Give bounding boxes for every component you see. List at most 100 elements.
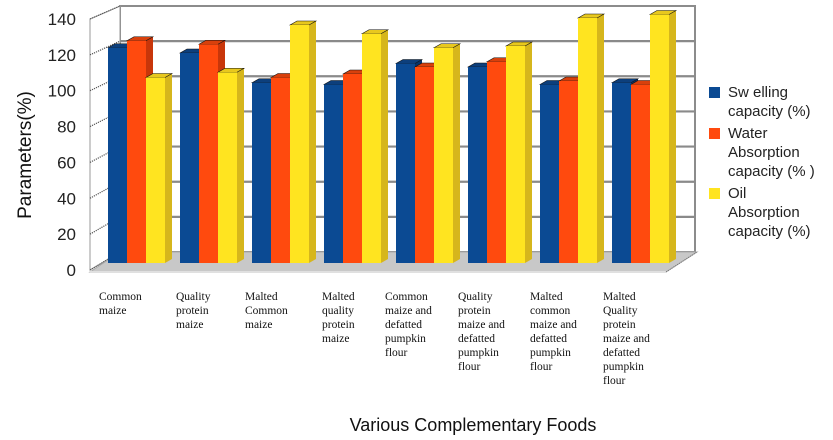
- bar-front: [396, 63, 415, 263]
- x-tick-label: Common maize: [99, 291, 142, 317]
- x-tick-label-line: common: [530, 305, 570, 317]
- x-tick-label-line: Common: [385, 291, 428, 303]
- gridline-side: [89, 40, 121, 56]
- bar-front: [506, 46, 525, 263]
- x-tick-label-line: Quality: [603, 305, 638, 317]
- bar-front: [127, 40, 146, 263]
- x-tick-label-line: maize and: [458, 319, 505, 331]
- x-tick-label: Quality protein maize: [176, 291, 211, 331]
- x-tick-label-line: Quality: [458, 291, 493, 303]
- y-tick-label: 100: [48, 82, 76, 101]
- bar-group: [466, 41, 534, 263]
- bar-group: [106, 36, 174, 263]
- x-tick-label: Malted Quality protein maize and defatted pum…: [603, 291, 650, 387]
- bar: [144, 73, 174, 263]
- y-tick-label: 40: [57, 189, 76, 208]
- x-tick-label: Malted quality protein maize: [322, 291, 355, 345]
- bar-group: [178, 39, 246, 263]
- bar-side: [237, 68, 244, 263]
- x-tick-label: Malted Common maize: [245, 291, 288, 331]
- legend-label: Sw elling capacity (%): [728, 84, 811, 120]
- bar-group: [610, 10, 678, 263]
- legend-item: Oil Absorption capacity (%): [709, 184, 833, 241]
- bar-front: [362, 33, 381, 263]
- bar: [504, 41, 534, 263]
- legend: Sw elling capacity (%) Water Absorption c…: [709, 83, 833, 244]
- x-tick-label-line: maize: [245, 319, 272, 331]
- x-tick-label-line: Malted: [603, 291, 636, 303]
- legend-swatch: [709, 128, 720, 139]
- legend-item: Sw elling capacity (%): [709, 83, 833, 121]
- bar: [360, 29, 390, 263]
- x-tick-label-line: pumpkin: [385, 333, 426, 345]
- bars: [106, 10, 678, 263]
- y-axis-title: Parameters(%): [15, 91, 36, 219]
- bar-front: [650, 14, 669, 263]
- x-tick-label-line: maize and: [385, 305, 432, 317]
- bar-front: [487, 61, 506, 263]
- bar-group: [394, 43, 462, 263]
- bar: [288, 20, 318, 263]
- bar-front: [343, 74, 362, 263]
- x-tick-label-line: defatted: [385, 319, 422, 331]
- x-tick-label-line: quality: [322, 305, 354, 317]
- x-tick-label-line: defatted: [530, 333, 567, 345]
- gridline-side: [89, 75, 121, 92]
- x-tick-label-line: pumpkin: [530, 347, 571, 359]
- floor-right-edge: [665, 251, 698, 273]
- x-tick-label: Common maize and defatted pumpkin flour: [385, 291, 432, 359]
- bar-side: [165, 73, 172, 263]
- legend-item: Water Absorption capacity (% ): [709, 124, 833, 181]
- bar-front: [415, 67, 434, 263]
- x-tick-label-line: defatted: [458, 333, 495, 345]
- bar-front: [559, 81, 578, 263]
- x-tick-label-line: maize: [176, 319, 203, 331]
- x-tick-label-line: Malted: [322, 291, 355, 303]
- x-tick-label-line: protein: [603, 319, 636, 331]
- bar: [216, 67, 246, 263]
- x-tick-label-line: flour: [458, 361, 481, 373]
- x-tick-label-line: protein: [458, 305, 491, 317]
- x-tick-label-line: Common: [99, 291, 142, 303]
- bar-front: [252, 82, 271, 263]
- bar-front: [434, 47, 453, 263]
- x-tick-label-line: Common: [245, 305, 288, 317]
- bar-front: [271, 77, 290, 263]
- bar-front: [540, 84, 559, 263]
- x-tick-label-line: protein: [176, 305, 209, 317]
- y-tick-label: 80: [57, 118, 76, 137]
- bar-side: [381, 29, 388, 263]
- x-tick-label-line: maize and: [603, 333, 650, 345]
- bar-front: [468, 67, 487, 263]
- x-tick-label-line: flour: [385, 347, 408, 359]
- x-tick-label-line: maize: [322, 333, 349, 345]
- legend-swatch: [709, 87, 720, 98]
- x-tick-label-line: pumpkin: [458, 347, 499, 359]
- x-tick-label-line: Malted: [245, 291, 278, 303]
- bar-side: [597, 14, 604, 263]
- bar-side: [669, 10, 676, 263]
- bar: [432, 43, 462, 263]
- bar: [648, 10, 678, 263]
- bar-front: [108, 47, 127, 263]
- x-tick-label-line: flour: [603, 375, 626, 387]
- bar: [576, 13, 606, 263]
- y-tick-label: 60: [57, 153, 76, 172]
- bar-group: [538, 13, 606, 263]
- legend-label: Oil Absorption capacity (%): [728, 185, 811, 240]
- x-tick-label-line: protein: [322, 319, 355, 331]
- x-tick-label-line: Malted: [530, 291, 563, 303]
- bar-side: [309, 21, 316, 263]
- bar-front: [324, 84, 343, 263]
- x-axis-category-labels: Common maize Quality protein maize Malted Com…: [99, 291, 650, 387]
- bar-front: [218, 72, 237, 263]
- x-tick-label-line: maize and: [530, 319, 577, 331]
- bar-front: [578, 18, 597, 263]
- bar-front: [199, 44, 218, 263]
- x-tick-label: Malted common maize and defatted pumpkin flou…: [530, 291, 577, 373]
- bar-front: [146, 77, 165, 263]
- x-tick-label-line: maize: [99, 305, 126, 317]
- bar-group: [250, 20, 318, 263]
- legend-swatch: [709, 188, 720, 199]
